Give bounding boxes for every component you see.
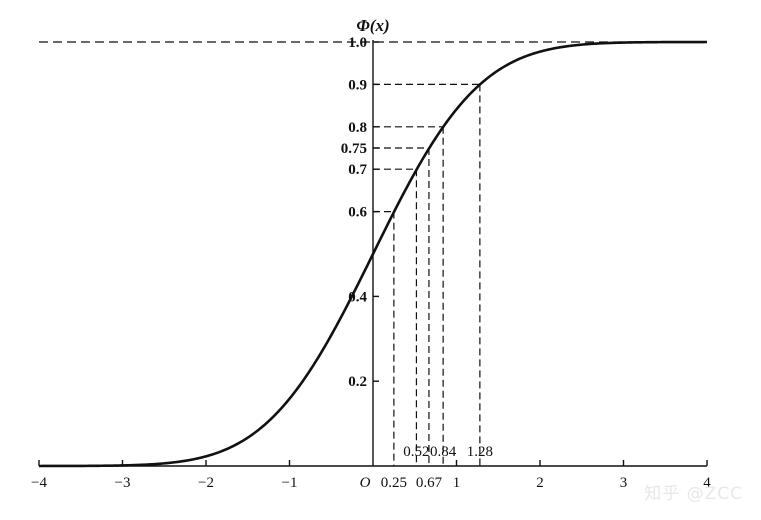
x-tick-label: 4 xyxy=(703,475,711,491)
x-tick-label: 3 xyxy=(620,475,628,491)
x-tick-label: −3 xyxy=(115,475,131,491)
quantile-label: 0.52 xyxy=(403,444,429,460)
y-tick-label: 0.9 xyxy=(348,77,367,93)
axis-labels: −4 −3 −2 −1 2 3 4 1 O 0.2 0.4 0.6 0.7 0.75 0.8 0.9 1.0 0.… xyxy=(31,35,711,491)
watermark: 知乎 @ZCC xyxy=(644,484,743,504)
y-tick-label: 0.2 xyxy=(348,374,367,390)
y-tick-label: 0.7 xyxy=(348,162,367,178)
y-tick-label: 0.6 xyxy=(348,205,367,221)
x-tick-label: 2 xyxy=(536,475,544,491)
cdf-series xyxy=(39,40,707,468)
origin-label: O xyxy=(360,475,371,491)
quantile-label: 0.25 xyxy=(381,475,407,491)
x-tick-label: −2 xyxy=(198,475,214,491)
chart-title: Φ(x) xyxy=(356,16,389,35)
cdf-curve xyxy=(39,40,707,468)
quantile-label: 0.84 xyxy=(430,444,457,460)
x-tick-label: 1 xyxy=(453,475,461,491)
y-tick-label: 0.75 xyxy=(341,141,367,157)
y-tick-label: 0.4 xyxy=(348,289,367,305)
quantile-guides xyxy=(39,41,707,466)
y-tick-label: 1.0 xyxy=(348,35,367,51)
quantile-label: 0.67 xyxy=(416,475,443,491)
x-tick-label: −1 xyxy=(282,475,298,491)
x-tick-label: −4 xyxy=(31,475,47,491)
quantile-label: 1.28 xyxy=(467,444,493,460)
y-tick-label: 0.8 xyxy=(348,120,367,136)
